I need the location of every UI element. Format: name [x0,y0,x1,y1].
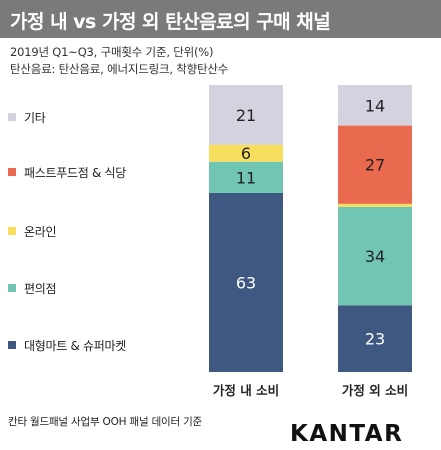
title-banner: 가정 내 vs 가정 외 탄산음료의 구매 채널 [0,0,441,38]
bar-segment-away-convenience [338,206,412,306]
data-label-home-online: 6 [241,144,251,163]
category-label-away: 가정 외 소비 [341,383,409,398]
bar-segment-away-online [338,203,412,207]
data-label-away-mart: 23 [365,330,385,349]
subtitle-definition: 탄산음료: 탄산음료, 에너지드링크, 착향탄산수 [10,62,229,76]
bar-segment-home-online [209,144,283,162]
data-label-away-etc: 14 [365,96,385,115]
data-label-away-fastfood: 27 [365,156,385,175]
kantar-logo: KANTAR [290,421,404,447]
bar-segment-away-fastfood [338,125,412,204]
legend-swatch [8,284,16,292]
bar-segment-home-mart [209,192,283,372]
bar-segment-home-convenience [209,161,283,193]
legend-label: 기타 [24,111,46,125]
data-label-away-convenience: 34 [365,247,385,266]
legend-swatch [8,341,16,349]
legend-label: 패스트푸드점 & 식당 [24,166,127,180]
legend-label: 대형마트 & 슈퍼마켓 [24,339,127,353]
legend-swatch [8,227,16,235]
bar-segment-away-etc [338,85,412,126]
legend-swatch [8,113,16,121]
legend-label: 온라인 [24,225,57,239]
source-note: 칸타 월드패널 사업부 OOH 패널 데이터 기준 [8,416,203,428]
category-label-home: 가정 내 소비 [212,383,280,398]
bar-segment-away-mart [338,305,412,372]
bar-segment-home-etc [209,85,283,145]
subtitle-period: 2019년 Q1~Q3, 구매횟수 기준, 단위(%) [10,45,214,59]
legend-swatch [8,168,16,176]
data-label-home-etc: 21 [236,106,256,125]
data-label-home-mart: 63 [236,273,256,292]
chart-title: 가정 내 vs 가정 외 탄산음료의 구매 채널 [10,11,331,33]
legend-label: 편의점 [24,282,57,296]
data-label-home-convenience: 11 [236,168,256,187]
